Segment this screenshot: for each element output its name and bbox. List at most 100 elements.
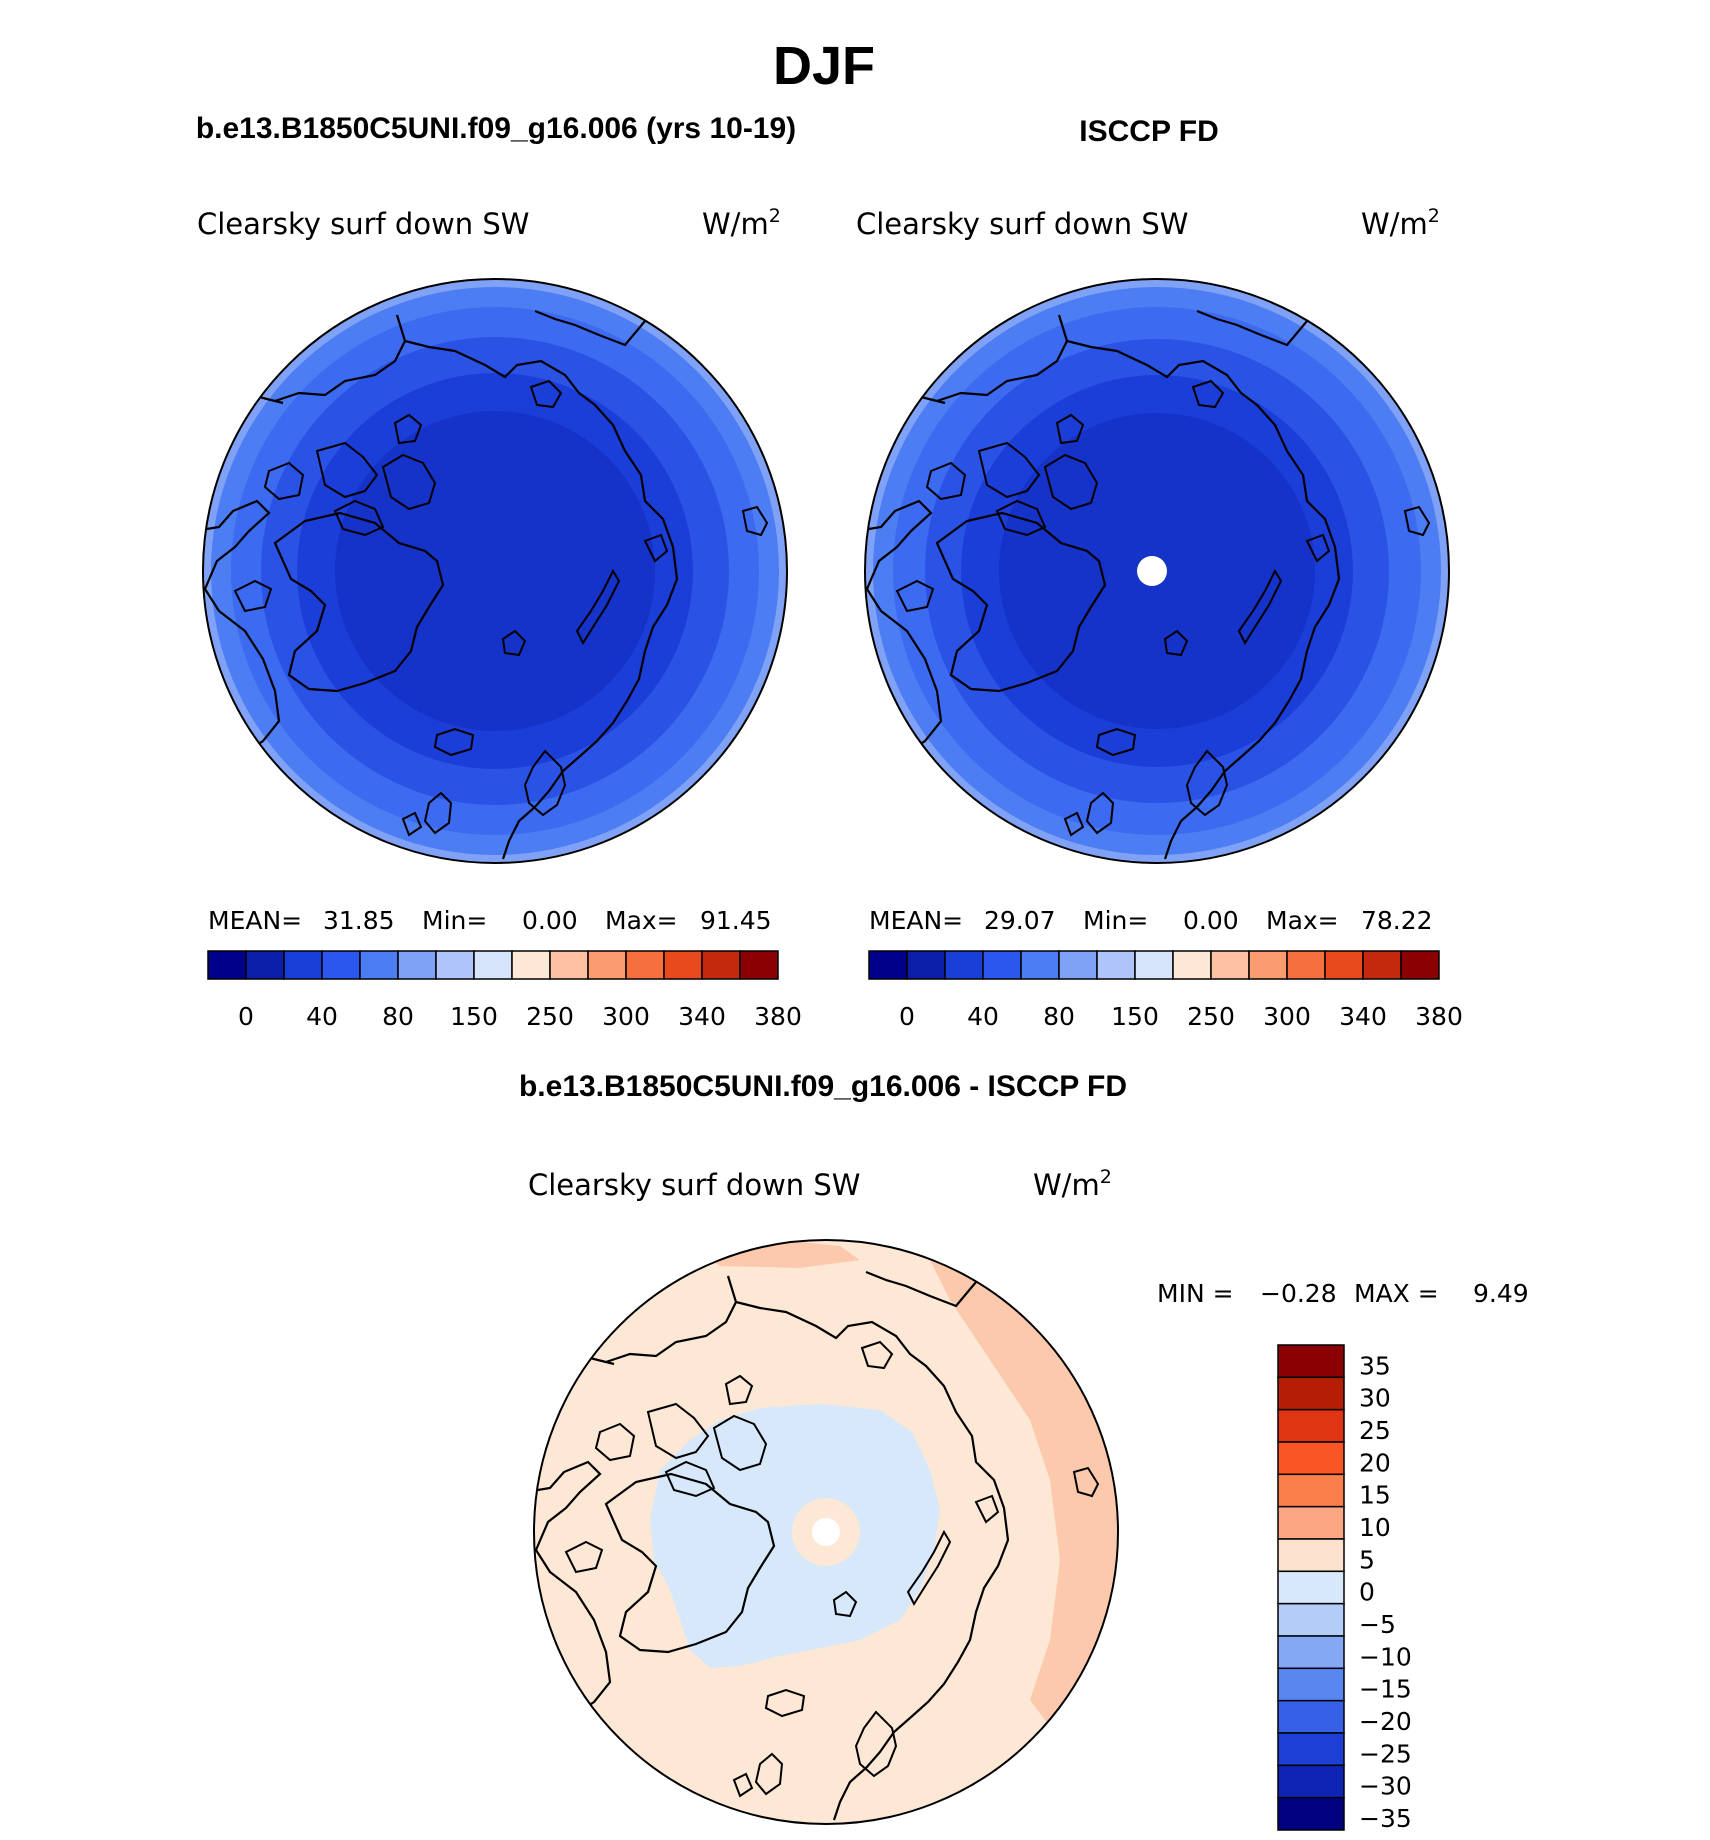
panel-obs-units: W/m2 — [1361, 205, 1440, 241]
colorbar-box — [1277, 1376, 1345, 1411]
colorbar-box — [982, 950, 1022, 980]
min-label: MIN = — [1157, 1279, 1234, 1308]
panel-diff-stats: MIN = −0.28 MAX = 9.49 — [1157, 1279, 1529, 1308]
colorbar-tick-label: 40 — [306, 1002, 338, 1031]
colorbar-tick-label: 250 — [526, 1002, 574, 1031]
colorbar-box — [1324, 950, 1364, 980]
colorbar-tick-label: −30 — [1359, 1772, 1412, 1801]
colorbar-tick-label: 340 — [1339, 1002, 1387, 1031]
colorbar-tick-label: 20 — [1359, 1448, 1391, 1477]
colorbar-tick-label: 250 — [1187, 1002, 1235, 1031]
colorbar-tick-label: −35 — [1359, 1804, 1412, 1833]
colorbar-box — [1096, 950, 1136, 980]
panel-diff-title: b.e13.B1850C5UNI.f09_g16.006 - ISCCP FD — [519, 1070, 1127, 1103]
colorbar-tick-label: 0 — [238, 1002, 254, 1031]
colorbar-box — [473, 950, 513, 980]
diff-pole-missing — [812, 1518, 840, 1546]
colorbar-tick-label: −10 — [1359, 1642, 1412, 1671]
panel-model-units: W/m2 — [702, 205, 781, 241]
colorbar-box — [1277, 1667, 1345, 1702]
colorbar-box — [1277, 1473, 1345, 1508]
colorbar-box — [283, 950, 323, 980]
colorbar-box — [1400, 950, 1440, 980]
colorbar-box — [549, 950, 589, 980]
colorbar-tick-label: 0 — [1359, 1578, 1375, 1607]
panel-model-stats: MEAN= 31.85 Min= 0.00 Max= 91.45 — [208, 906, 772, 935]
colorbar-box — [944, 950, 984, 980]
colorbar-tick-label: 380 — [754, 1002, 802, 1031]
colorbar-tick-label: 150 — [450, 1002, 498, 1031]
colorbar-tick-label: 40 — [967, 1002, 999, 1031]
map-model — [203, 279, 787, 863]
panel-obs-variable: Clearsky surf down SW — [856, 207, 1188, 241]
map-obs-border — [864, 278, 1450, 864]
colorbar-box — [397, 950, 437, 980]
max-label: Max= — [1266, 906, 1339, 935]
colorbar-box — [663, 950, 703, 980]
max-value: 9.49 — [1473, 1279, 1529, 1308]
colorbar-box — [1277, 1570, 1345, 1605]
colorbar-tick-label: 5 — [1359, 1545, 1375, 1574]
colorbar-tick-label: 35 — [1359, 1351, 1391, 1380]
colorbar-tick-label: 300 — [1263, 1002, 1311, 1031]
map-obs — [865, 279, 1449, 863]
colorbar-box — [1277, 1408, 1345, 1443]
max-label: MAX = — [1354, 1279, 1439, 1308]
colorbar-tick-label: 10 — [1359, 1513, 1391, 1542]
colorbar-box — [1134, 950, 1174, 980]
max-value: 78.22 — [1361, 906, 1433, 935]
colorbar-box — [1277, 1635, 1345, 1670]
mean-label: MEAN= — [208, 906, 302, 935]
colorbar-box — [321, 950, 361, 980]
panel-model-case-title: b.e13.B1850C5UNI.f09_g16.006 (yrs 10-19) — [196, 112, 796, 145]
colorbar-model: 0 40 80 150 250 300 340 380 — [207, 950, 802, 1031]
colorbar-box — [1210, 950, 1250, 980]
mean-label: MEAN= — [869, 906, 963, 935]
panel-model-variable: Clearsky surf down SW — [197, 207, 529, 241]
panel-obs-stats: MEAN= 29.07 Min= 0.00 Max= 78.22 — [869, 906, 1433, 935]
colorbar-box — [625, 950, 665, 980]
colorbar-box — [1277, 1344, 1345, 1379]
colorbar-box — [245, 950, 285, 980]
min-label: Min= — [1083, 906, 1148, 935]
colorbar-box — [868, 950, 908, 980]
colorbar-diff: 35 30 25 20 15 10 5 0 −5 −10 −15 −20 −25 −30 −35 — [1277, 1344, 1412, 1833]
pole-missing-data — [1137, 556, 1167, 586]
colorbar-box — [1277, 1764, 1345, 1799]
colorbar-box — [435, 950, 475, 980]
colorbar-box — [739, 950, 779, 980]
colorbar-box — [1172, 950, 1212, 980]
colorbar-box — [1362, 950, 1402, 980]
panel-diff-variable: Clearsky surf down SW — [528, 1168, 860, 1202]
colorbar-box — [906, 950, 946, 980]
colorbar-box — [1277, 1441, 1345, 1476]
colorbar-box — [1020, 950, 1060, 980]
mean-value: 31.85 — [323, 906, 395, 935]
colorbar-box — [1277, 1796, 1345, 1831]
colorbar-tick-label: 30 — [1359, 1384, 1391, 1413]
colorbar-tick-label: 150 — [1111, 1002, 1159, 1031]
colorbar-tick-label: 380 — [1415, 1002, 1463, 1031]
colorbar-tick-label: −15 — [1359, 1675, 1412, 1704]
colorbar-box — [1277, 1505, 1345, 1540]
map-model-border — [202, 278, 788, 864]
colorbar-tick-label: 0 — [899, 1002, 915, 1031]
max-label: Max= — [605, 906, 678, 935]
colorbar-tick-label: 340 — [678, 1002, 726, 1031]
min-value: 0.00 — [1183, 906, 1239, 935]
map-diff-border — [533, 1239, 1119, 1825]
panel-diff: b.e13.B1850C5UNI.f09_g16.006 - ISCCP FD … — [519, 1070, 1529, 1833]
colorbar-tick-label: 25 — [1359, 1416, 1391, 1445]
colorbar-tick-label: 15 — [1359, 1481, 1391, 1510]
panel-model: b.e13.B1850C5UNI.f09_g16.006 (yrs 10-19)… — [196, 112, 802, 1031]
colorbar-tick-label: −5 — [1359, 1610, 1396, 1639]
colorbar-box — [1286, 950, 1326, 980]
colorbar-box — [587, 950, 627, 980]
ring-6 — [335, 411, 655, 731]
panel-obs-case-title: ISCCP FD — [1079, 115, 1218, 148]
min-label: Min= — [422, 906, 487, 935]
colorbar-box — [1277, 1602, 1345, 1637]
mean-value: 29.07 — [984, 906, 1056, 935]
min-value: −0.28 — [1260, 1279, 1337, 1308]
